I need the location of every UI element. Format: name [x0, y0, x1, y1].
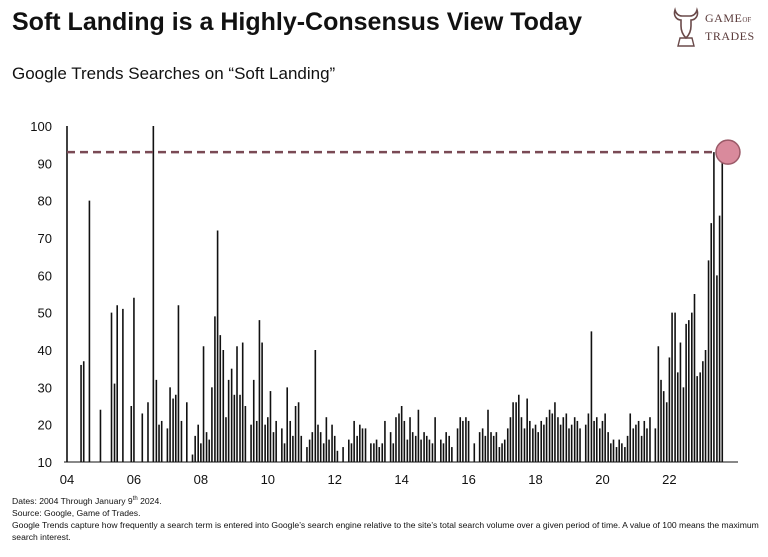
- brand-word-of: OF: [742, 16, 752, 24]
- notes-dates: Dates: 2004 Through January 9th 2024.: [12, 493, 760, 507]
- x-tick-label: 06: [127, 472, 141, 487]
- y-tick-label: 20: [38, 418, 52, 433]
- bar-series: [66, 126, 724, 462]
- x-tick-label: 12: [327, 472, 341, 487]
- brand-word-1: GAME: [705, 11, 743, 25]
- notes-dates-prefix: Dates: 2004 Through January 9: [12, 495, 133, 506]
- notes-dates-suffix: 2024.: [137, 495, 162, 506]
- chart-title: Soft Landing is a Highly-Consensus View …: [12, 8, 582, 36]
- highlight-marker: [715, 139, 741, 165]
- y-tick-label: 90: [38, 156, 52, 171]
- x-axis: 04 06 08 10 12 14 16 18 20 22: [60, 472, 677, 487]
- brand-logo-text: GAMEOF TRADES: [705, 10, 765, 44]
- x-tick-label: 04: [60, 472, 74, 487]
- chart-subtitle: Google Trends Searches on “Soft Landing”: [12, 64, 336, 83]
- y-tick-label: 80: [38, 194, 52, 209]
- x-tick-label: 18: [528, 472, 542, 487]
- y-tick-label: 10: [38, 455, 52, 470]
- notes-description: Google Trends capture how frequently a s…: [12, 519, 759, 542]
- y-tick-label: 50: [38, 306, 52, 321]
- y-tick-label: 40: [38, 343, 52, 358]
- y-tick-label: 30: [38, 380, 52, 395]
- bar-chart: 10 20 30 40 50 60 70 80 90 100 04 06 08 10 12 14 16 18 20…: [30, 119, 741, 487]
- y-tick-label: 70: [38, 231, 52, 246]
- x-tick-label: 20: [595, 472, 609, 487]
- notes-dates-sup: th: [132, 496, 138, 502]
- x-tick-label: 10: [261, 472, 275, 487]
- brand-word-2: TRADES: [705, 29, 755, 43]
- y-tick-label: 100: [30, 119, 52, 134]
- notes-source: Source: Google, Game of Trades.: [12, 507, 141, 518]
- x-tick-label: 16: [461, 472, 475, 487]
- chart-notes: Dates: 2004 Through January 9th 2024. So…: [12, 493, 760, 543]
- y-axis: 10 20 30 40 50 60 70 80 90 100: [30, 119, 52, 470]
- bull-head-logo-icon: [673, 7, 699, 47]
- x-tick-label: 14: [394, 472, 408, 487]
- y-tick-label: 60: [38, 268, 52, 283]
- x-tick-label: 08: [194, 472, 208, 487]
- brand-logo: GAMEOF TRADES: [671, 6, 763, 50]
- x-tick-label: 22: [662, 472, 676, 487]
